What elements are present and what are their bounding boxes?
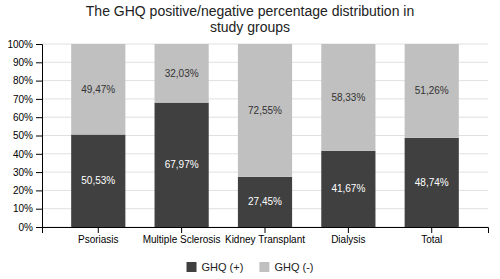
data-label: 50,53%	[81, 175, 115, 186]
y-tick-label: 60%	[13, 112, 33, 123]
chart: The GHQ positive/negative percentage dis…	[0, 0, 500, 279]
y-tick-label: 20%	[13, 185, 33, 196]
data-label: 51,26%	[415, 85, 449, 96]
y-tick-label: 30%	[13, 167, 33, 178]
legend-label: GHQ (-)	[274, 261, 313, 273]
x-axis-line	[43, 228, 489, 234]
x-tick-label: Kidney Transplant	[225, 234, 305, 245]
bar-segment	[321, 44, 375, 151]
y-tick: 0%	[19, 222, 42, 233]
bars	[71, 44, 459, 227]
x-tick-mark	[98, 227, 99, 233]
y-tick-label: 10%	[13, 203, 33, 214]
bar-segment	[321, 151, 375, 227]
x-tick-mark	[265, 227, 266, 233]
y-tick: 100%	[7, 39, 42, 50]
y-tick: 10%	[13, 203, 42, 214]
data-label: 67,97%	[165, 159, 199, 170]
y-tick-mark	[36, 117, 42, 118]
y-tick: 60%	[13, 112, 42, 123]
title: The GHQ positive/negative percentage dis…	[86, 3, 414, 35]
y-tick: 80%	[13, 75, 42, 86]
x-tick-label: Dialysis	[331, 234, 365, 245]
legend-item: GHQ (+)	[187, 261, 244, 273]
y-tick-label: 100%	[7, 39, 33, 50]
series	[71, 44, 459, 177]
data-label: 48,74%	[415, 177, 449, 188]
y-tick-mark	[36, 81, 42, 82]
data-label: 27,45%	[248, 196, 282, 207]
y-tick-mark	[36, 190, 42, 191]
legend-swatch	[259, 262, 269, 272]
bar-segment	[405, 138, 459, 227]
y-tick-mark	[36, 99, 42, 100]
y-tick: 70%	[13, 94, 42, 105]
bar-segment	[155, 44, 209, 103]
bar-segment	[71, 44, 125, 135]
y-axis: 0% 10% 20% 30% 40% 50% 60% 70% 80% 90% 100%	[7, 39, 42, 233]
y-tick-mark	[36, 209, 42, 210]
bar-segment	[238, 177, 292, 227]
data-label: 32,03%	[165, 68, 199, 79]
y-tick-mark	[36, 227, 42, 228]
y-tick-mark	[36, 154, 42, 155]
y-tick-mark	[36, 136, 42, 137]
bar-segment	[238, 44, 292, 177]
data-label: 41,67%	[331, 183, 365, 194]
x-tick-mark	[181, 227, 182, 233]
bar-segment	[71, 135, 125, 227]
plot: 50,53% 67,97% 27,45% 41,67% 48,74% 49,47% 32,0…	[7, 39, 488, 245]
x-tick: Kidney Transplant	[225, 227, 305, 245]
y-tick-label: 0%	[19, 222, 34, 233]
y-tick-label: 80%	[13, 75, 33, 86]
data-label: 72,55%	[248, 105, 282, 116]
y-tick-label: 50%	[13, 130, 33, 141]
x-tick-mark	[348, 227, 349, 233]
x-axis: Psoriasis Multiple Sclerosis Kidney Transp…	[43, 227, 489, 245]
data-labels: 50,53% 67,97% 27,45% 41,67% 48,74% 49,47% 32,0…	[81, 68, 448, 208]
y-axis-line	[36, 45, 43, 228]
grid	[42, 44, 488, 227]
x-tick-label: Psoriasis	[78, 234, 119, 245]
y-tick: 40%	[13, 149, 42, 160]
x-tick-label: Multiple Sclerosis	[143, 234, 221, 245]
y-tick-label: 40%	[13, 149, 33, 160]
legend-item: GHQ (-)	[259, 261, 313, 273]
legend: GHQ (+) GHQ (-)	[187, 261, 314, 273]
title-line: study groups	[210, 19, 290, 35]
y-tick-mark	[36, 172, 42, 173]
legend-label: GHQ (+)	[202, 261, 244, 273]
y-tick: 20%	[13, 185, 42, 196]
data-label: 58,33%	[331, 92, 365, 103]
bar-segment	[405, 44, 459, 138]
x-tick: Psoriasis	[78, 227, 119, 245]
y-tick-mark	[36, 62, 42, 63]
x-tick: Total	[421, 227, 442, 245]
x-tick-label: Total	[421, 234, 442, 245]
y-tick: 30%	[13, 167, 42, 178]
y-tick-label: 70%	[13, 94, 33, 105]
data-label: 49,47%	[81, 84, 115, 95]
y-tick-mark	[36, 44, 42, 45]
x-tick: Multiple Sclerosis	[143, 227, 221, 245]
y-tick: 90%	[13, 57, 42, 68]
y-tick: 50%	[13, 130, 42, 141]
y-tick-label: 90%	[13, 57, 33, 68]
title-line: The GHQ positive/negative percentage dis…	[86, 3, 414, 19]
x-tick: Dialysis	[331, 227, 365, 245]
x-tick-mark	[431, 227, 432, 233]
bar-segment	[155, 103, 209, 227]
legend-swatch	[187, 262, 197, 272]
